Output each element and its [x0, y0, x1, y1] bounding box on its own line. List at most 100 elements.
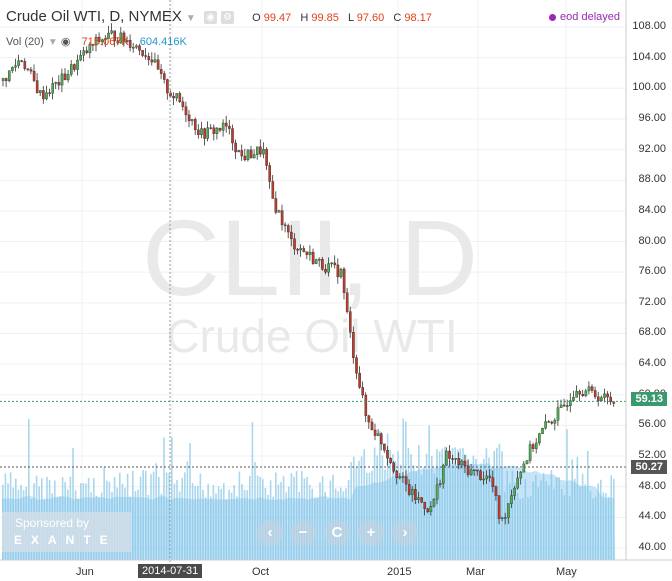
- volume-bar: [524, 479, 527, 560]
- candle: [476, 469, 479, 472]
- chevron-down-icon[interactable]: ▼: [47, 37, 58, 48]
- volume-bar: [134, 491, 137, 560]
- volume-bar: [459, 448, 462, 560]
- volume-bar: [529, 496, 532, 560]
- candle: [460, 460, 464, 466]
- candle: [234, 142, 237, 153]
- gear-icon[interactable]: ⚙: [220, 10, 234, 24]
- watermark-name: Crude Oil WTI: [166, 310, 457, 362]
- scroll-left-button[interactable]: ‹: [257, 520, 283, 546]
- candle: [153, 59, 157, 63]
- volume-bar: [293, 476, 295, 560]
- candle: [612, 401, 616, 404]
- candle: [271, 181, 275, 199]
- sponsor-banner[interactable]: Sponsored by EXANTE: [2, 512, 131, 552]
- candle: [578, 391, 581, 395]
- candle: [454, 458, 458, 460]
- candle: [293, 238, 296, 250]
- volume-bar: [246, 490, 248, 560]
- candle: [342, 268, 346, 293]
- volume-bar: [236, 496, 238, 560]
- candle: [488, 475, 492, 478]
- volume-bar: [548, 485, 550, 560]
- volume-bar: [399, 464, 402, 560]
- candle: [82, 50, 85, 56]
- status-dot-icon: [549, 13, 557, 21]
- volume-bar: [137, 489, 139, 560]
- candle: [420, 497, 423, 503]
- eye-icon[interactable]: ◉: [203, 10, 217, 24]
- ohlc-values: O 99.47 H 99.85 L 97.60 C 98.17: [252, 12, 432, 24]
- volume-level-label: 50.27: [631, 460, 667, 474]
- candle: [510, 495, 513, 504]
- volume-bar: [509, 483, 511, 560]
- scroll-right-button[interactable]: ›: [392, 520, 418, 546]
- candle: [308, 251, 312, 255]
- candle: [544, 421, 547, 429]
- volume-bar: [282, 476, 285, 560]
- symbol-title[interactable]: Crude Oil WTI, D, NYMEX: [6, 8, 182, 25]
- volume-legend: Vol (20) ▼ ◉ 715.067K 604.416K: [6, 36, 187, 48]
- candle: [228, 125, 231, 129]
- candle: [107, 32, 110, 39]
- candle: [178, 93, 182, 102]
- volume-bar: [160, 493, 163, 560]
- eye-icon[interactable]: ◉: [60, 36, 71, 48]
- volume-bar: [483, 458, 485, 560]
- candle: [550, 421, 554, 424]
- candle: [224, 122, 228, 127]
- volume-bar: [204, 497, 207, 560]
- x-tick-crosshair: 2014-07-31: [138, 564, 203, 578]
- candle: [181, 101, 185, 107]
- zoom-out-button[interactable]: −: [290, 520, 316, 546]
- volume-bar: [558, 477, 560, 560]
- y-tick: 72.00: [638, 295, 666, 308]
- volume-bar: [607, 496, 610, 560]
- candle: [314, 259, 318, 264]
- candle: [42, 90, 45, 100]
- candle: [423, 502, 427, 509]
- volume-bar: [202, 489, 204, 560]
- reset-button[interactable]: C: [324, 520, 350, 546]
- candle: [32, 70, 36, 81]
- volume-bar: [373, 447, 376, 560]
- chevron-down-icon[interactable]: ▼: [185, 13, 196, 24]
- volume-bar: [220, 489, 222, 560]
- candle: [265, 148, 268, 166]
- volume-bar: [275, 472, 277, 560]
- volume-bar: [347, 480, 350, 560]
- candle: [156, 59, 160, 70]
- volume-bar: [225, 499, 228, 560]
- volume-bar: [384, 469, 386, 560]
- volume-bar: [379, 431, 381, 560]
- volume-bar: [457, 449, 459, 560]
- volume-bar: [594, 496, 597, 560]
- candle: [94, 36, 98, 46]
- candle: [200, 128, 203, 136]
- zoom-in-button[interactable]: +: [358, 520, 384, 546]
- volume-bar: [259, 476, 261, 560]
- volume-bar: [262, 479, 264, 560]
- volume-bar: [600, 479, 602, 560]
- exante-logo: EXANTE: [14, 533, 117, 547]
- candle: [268, 165, 272, 182]
- y-tick: 100.00: [632, 81, 666, 94]
- candle: [277, 210, 281, 213]
- volume-bar: [394, 460, 397, 560]
- volume-bar: [350, 462, 352, 560]
- candle: [162, 73, 166, 80]
- candle: [401, 476, 405, 478]
- candle: [119, 32, 123, 44]
- candle: [290, 231, 293, 240]
- candle: [262, 148, 265, 155]
- volume-bar: [542, 472, 545, 560]
- candle: [14, 65, 17, 68]
- volume-bar: [496, 448, 498, 560]
- volume-bar: [238, 471, 241, 560]
- volume-bar: [321, 476, 324, 560]
- eod-delayed-badge: eod delayed: [549, 11, 620, 23]
- candle: [190, 119, 194, 122]
- candle: [274, 198, 278, 213]
- candle: [380, 433, 383, 445]
